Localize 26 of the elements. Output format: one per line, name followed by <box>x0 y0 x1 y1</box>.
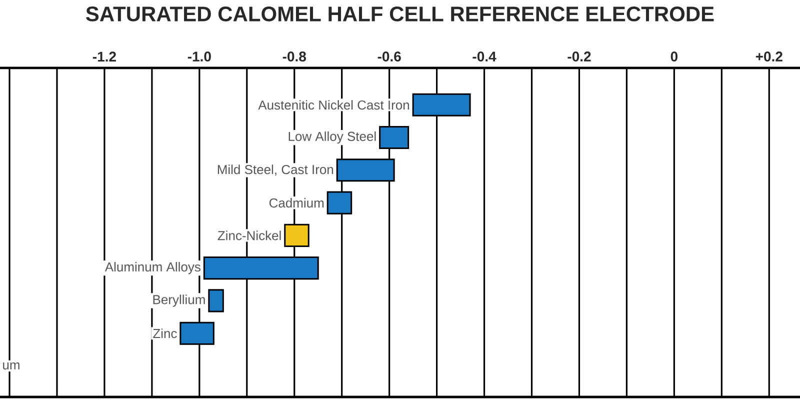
y-tick-label: Cadmium <box>269 198 324 208</box>
y-tick-label: Mild Steel, Cast Iron <box>218 164 334 176</box>
y-tick-label: Zinc-Nickel <box>218 230 281 240</box>
y-tick-label: Austenitic Nickel Cast Iron <box>258 100 409 110</box>
y-tick-label: Zinc <box>153 328 177 338</box>
bar <box>203 256 319 280</box>
y-tick-label: Aluminum Alloys <box>104 262 200 274</box>
x-tick-label: -1.2 <box>92 52 116 62</box>
x-tick-label: 0 <box>670 52 678 62</box>
x-tick-label: +0.2 <box>756 52 782 62</box>
bar <box>180 322 214 345</box>
chart-title: SATURATED CALOMEL HALF CELL REFERENCE ELECTRODE <box>86 6 714 22</box>
bar <box>326 191 352 214</box>
bar <box>336 158 395 182</box>
bar <box>379 126 410 150</box>
y-tick-label: um <box>3 362 20 370</box>
bar <box>284 224 310 247</box>
x-tick-label: -0.4 <box>472 52 496 62</box>
x-tick-label: -0.2 <box>568 52 591 62</box>
bar <box>208 289 224 312</box>
x-tick-label: -0.8 <box>282 52 306 62</box>
y-tick-label: Low Alloy Steel <box>288 131 376 144</box>
x-tick-label: -0.6 <box>378 52 401 62</box>
bar <box>412 93 471 116</box>
y-tick-label: Beryllium <box>153 294 205 307</box>
x-tick-label: -1.0 <box>188 52 211 62</box>
